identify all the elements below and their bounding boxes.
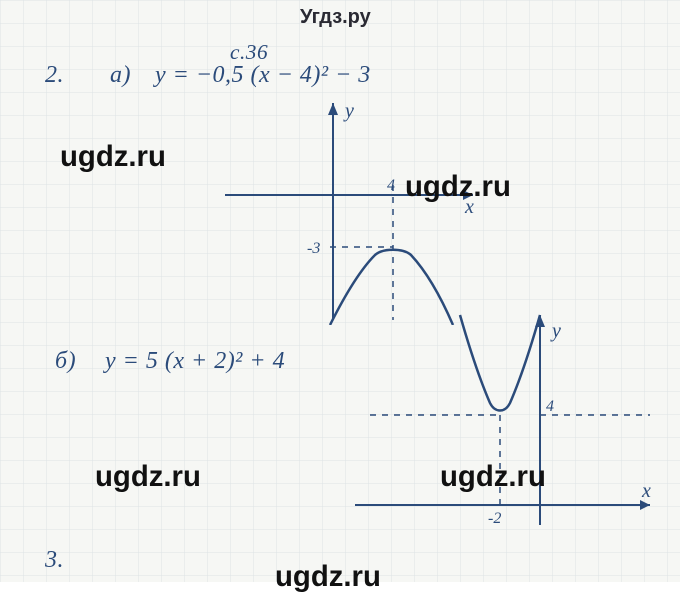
problem-2-number-text: 2. (45, 62, 64, 88)
problem-2a-label-text: а) (110, 62, 131, 88)
watermark-2-text: ugdz.ru (405, 170, 511, 203)
chart-b-x-tick: -2 (488, 510, 501, 527)
problem-2a-formula: y = −0,5 (x − 4)² − 3 (155, 62, 371, 89)
watermark-3: ugdz.ru (95, 460, 201, 494)
chart-a-x-tick: 4 (387, 177, 395, 194)
problem-2b-label-text: б) (55, 348, 76, 374)
watermark-1-text: ugdz.ru (60, 140, 166, 173)
watermark-5-text: ugdz.ru (275, 560, 381, 593)
paper-background: Угдз.ру с.36 2. а) y = −0,5 (x − 4)² − 3… (0, 0, 680, 582)
chart-b-x-label: x (641, 480, 651, 502)
chart-b: y x 4 -2 (350, 305, 660, 535)
problem-2a-formula-text: y = −0,5 (x − 4)² − 3 (155, 62, 371, 88)
watermark-4-text: ugdz.ru (440, 460, 546, 493)
site-header-text: Угдз.ру (300, 6, 371, 28)
watermark-1: ugdz.ru (60, 140, 166, 174)
chart-a-axes (225, 103, 473, 320)
page-reference-text: с.36 (230, 40, 268, 64)
watermark-5: ugdz.ru (275, 560, 381, 594)
chart-b-y-tick: 4 (546, 398, 554, 415)
chart-a-y-label: y (343, 100, 354, 122)
problem-2b-formula: y = 5 (x + 2)² + 4 (105, 348, 285, 375)
problem-2b-formula-text: y = 5 (x + 2)² + 4 (105, 348, 285, 374)
watermark-3-text: ugdz.ru (95, 460, 201, 493)
chart-b-y-label: y (550, 320, 561, 342)
chart-a-y-tick: -3 (307, 240, 320, 257)
site-header: Угдз.ру (300, 6, 371, 29)
problem-3-number: 3. (45, 547, 64, 574)
watermark-2: ugdz.ru (405, 170, 511, 204)
problem-2b-label: б) (55, 348, 76, 375)
chart-a: y x 4 -3 (225, 95, 485, 325)
problem-2-number: 2. (45, 62, 64, 89)
problem-2a-label: а) (110, 62, 131, 89)
watermark-4: ugdz.ru (440, 460, 546, 494)
problem-3-number-text: 3. (45, 547, 64, 573)
